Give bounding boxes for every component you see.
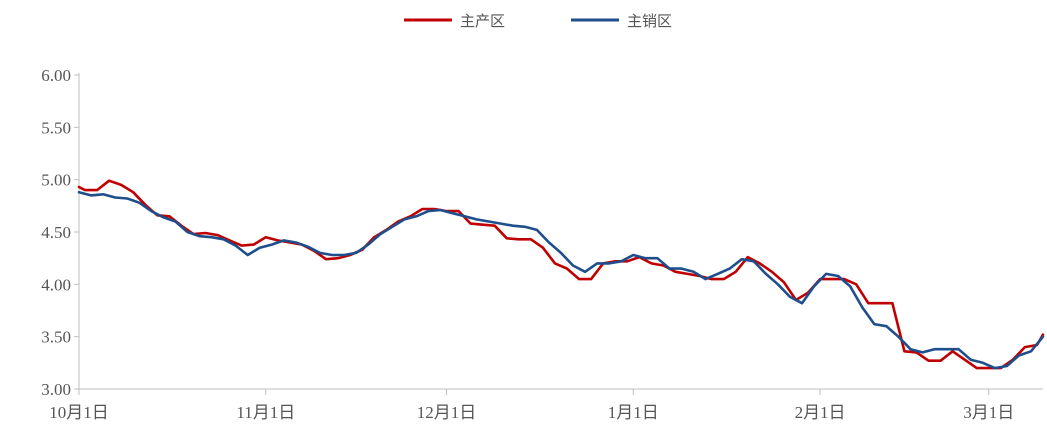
legend-label-1: 主产区	[460, 13, 505, 30]
y-tick-label: 5.00	[41, 171, 71, 190]
x-tick-label: 10月1日	[49, 403, 109, 422]
legend: 主产区 主销区	[404, 13, 672, 30]
x-tick-label: 2月1日	[795, 403, 846, 422]
y-axis: 3.00 3.50 4.00 4.50 5.00 5.50 6.00	[41, 66, 80, 399]
x-tick-label: 3月1日	[963, 403, 1014, 422]
x-tick-label: 1月1日	[608, 403, 659, 422]
x-tick-label: 11月1日	[236, 403, 295, 422]
series-line-1	[77, 179, 1045, 370]
y-tick-label: 4.00	[41, 275, 71, 294]
legend-label-2: 主销区	[627, 13, 672, 30]
y-tick-label: 6.00	[41, 66, 71, 85]
y-tick-label: 4.50	[41, 223, 71, 242]
x-axis: 10月1日 11月1日 12月1日 1月1日 2月1日 3月1日	[49, 388, 1043, 422]
y-tick-label: 3.00	[41, 380, 71, 399]
series-line-2	[77, 190, 1045, 370]
y-tick-label: 3.50	[41, 328, 71, 347]
x-tick-label: 12月1日	[417, 403, 477, 422]
plot-lines	[77, 179, 1045, 370]
y-tick-label: 5.50	[41, 118, 71, 137]
